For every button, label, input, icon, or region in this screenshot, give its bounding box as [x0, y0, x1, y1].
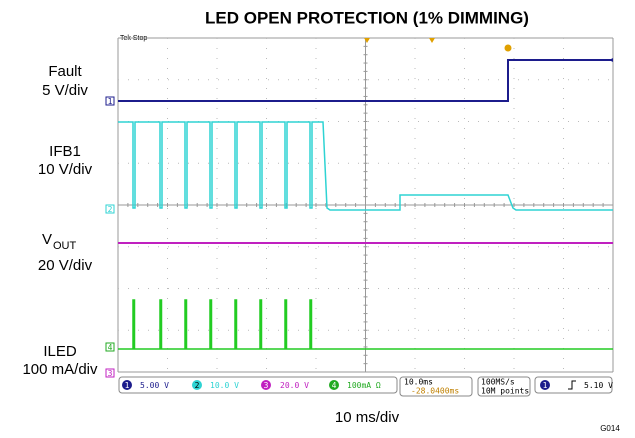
ch-badge: [122, 380, 132, 390]
ch-readout: 10.0 V: [210, 381, 239, 390]
ch-name: V: [42, 231, 52, 248]
timebase: 10.0ms: [404, 378, 433, 387]
timebase-box: [399, 376, 473, 397]
position: -28.0400ms: [411, 387, 459, 396]
trigger-level: [609, 58, 613, 62]
acq-box: [477, 376, 531, 397]
readout-box: [118, 376, 398, 394]
ch-number: 4: [108, 343, 113, 352]
trigger-box: [534, 376, 613, 394]
title: LED OPEN PROTECTION (1% DIMMING): [205, 8, 529, 27]
ch-badge: [329, 380, 339, 390]
ch-number: 3: [264, 381, 269, 390]
ch-number: 2: [195, 381, 200, 390]
ch-name: ILED: [43, 343, 77, 360]
traces: [118, 59, 613, 350]
ch-scale: 100 mA/div: [22, 361, 98, 378]
iled-trace: [118, 299, 613, 350]
ch-number: 3: [108, 369, 113, 378]
ch-marker: [105, 342, 115, 352]
ch-badge: [261, 380, 271, 390]
ch-marker: [105, 368, 115, 378]
record-length: 10M points: [481, 387, 529, 396]
ifb1-trace: [118, 121, 613, 211]
position-marker: [429, 38, 435, 43]
ch-readout: 100mA Ω: [347, 381, 381, 390]
ch-marker: [105, 204, 115, 214]
ch-readout: 5.00 V: [140, 381, 169, 390]
figure-id: G014: [600, 424, 620, 433]
x-label: 10 ms/div: [335, 409, 400, 426]
trigger-channel: 1: [543, 381, 548, 390]
ch-subscript: OUT: [53, 240, 77, 252]
ch-name: IFB1: [49, 143, 81, 160]
sample-rate: 100MS/s: [481, 378, 515, 387]
trigger-slope: [568, 380, 576, 390]
ch-number: 1: [125, 381, 130, 390]
ch-number: 1: [108, 97, 113, 106]
graticule: [117, 37, 614, 373]
trigger-point: [504, 44, 512, 52]
ch-marker: [105, 96, 115, 106]
ch-scale: 10 V/div: [38, 161, 93, 178]
ch-scale: 5 V/div: [42, 82, 88, 99]
fault-trace: [118, 59, 613, 102]
ch-readout: 20.0 V: [280, 381, 309, 390]
ch-badge: [192, 380, 202, 390]
trigger-marker: [364, 38, 370, 43]
ch-scale: 20 V/div: [38, 257, 93, 274]
ch-number: 4: [332, 381, 337, 390]
ch-badge: [540, 380, 550, 390]
ch-name: Fault: [48, 63, 82, 80]
trigger-level-readout: 5.10 V: [584, 381, 613, 390]
ch-number: 2: [108, 205, 113, 214]
